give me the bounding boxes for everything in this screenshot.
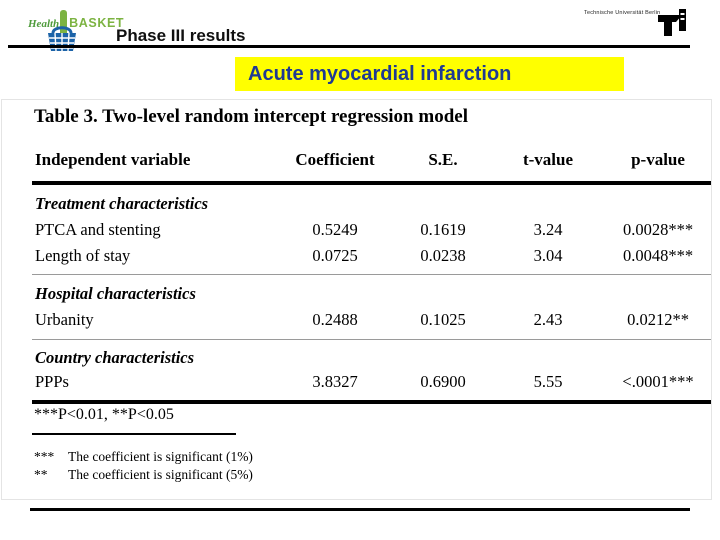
note-underline <box>32 433 236 435</box>
t-value: 3.04 <box>533 246 563 265</box>
page-title: Phase III results <box>116 26 246 45</box>
coefficient-value: 3.8327 <box>312 372 358 391</box>
table-row: Urbanity 0.2488 0.1025 2.43 0.0212** <box>2 310 720 330</box>
t-value: 2.43 <box>533 310 563 329</box>
se-value: 0.1619 <box>420 220 466 239</box>
row-label: PTCA and stenting <box>35 220 161 239</box>
section-title-country: Country characteristics <box>35 348 195 367</box>
tu-berlin-logo-icon <box>658 9 688 42</box>
table-row: Length of stay 0.0725 0.0238 3.04 0.0048… <box>2 246 720 266</box>
footnote-text: The coefficient is significant (1%) <box>68 449 253 464</box>
header-divider <box>8 45 690 48</box>
logo-stem-shape <box>60 10 68 34</box>
coefficient-value: 0.5249 <box>312 220 358 239</box>
logo-basket-text: BASKET <box>69 16 125 30</box>
section-title-hospital: Hospital characteristics <box>35 284 196 303</box>
column-header-t-value: t-value <box>522 150 574 169</box>
university-name: Technische Universität Berlin <box>584 10 661 16</box>
table-figure: Table 3. Two-level random intercept regr… <box>1 99 712 500</box>
basket-icon <box>45 25 81 57</box>
table-row: PTCA and stenting 0.5249 0.1619 3.24 0.0… <box>2 220 720 240</box>
footnote-text: The coefficient is significant (5%) <box>68 467 253 482</box>
p-value: 0.0048*** <box>622 246 694 265</box>
column-header-se: S.E. <box>428 150 458 169</box>
table-bottom-rule <box>32 400 711 404</box>
header-rule-thick <box>32 181 711 185</box>
section-divider <box>32 274 711 275</box>
footnote-line: *** The coefficient is significant (1%) <box>34 448 253 466</box>
t-value: 5.55 <box>533 372 563 391</box>
se-value: 0.0238 <box>420 246 466 265</box>
table-row: PPPs 3.8327 0.6900 5.55 <.0001*** <box>2 372 720 392</box>
section-title-treatment: Treatment characteristics <box>35 194 209 213</box>
table-caption: Table 3. Two-level random intercept regr… <box>34 106 468 127</box>
column-header-independent-variable: Independent variable <box>35 150 191 169</box>
row-label: Urbanity <box>35 310 94 329</box>
table-header-row: Independent variable Coefficient S.E. t-… <box>2 150 720 170</box>
logo-health-text: Health <box>28 18 60 30</box>
slide-subtitle: Acute myocardial infarction <box>248 63 512 85</box>
row-label: PPPs <box>35 372 69 391</box>
se-value: 0.1025 <box>420 310 466 329</box>
p-value: 0.0028*** <box>622 220 694 239</box>
column-header-coefficient: Coefficient <box>295 150 375 169</box>
row-label: Length of stay <box>35 246 131 265</box>
t-value: 3.24 <box>533 220 563 239</box>
footnote-marker: *** <box>34 449 55 464</box>
significance-note: ***P<0.01, **P<0.05 <box>34 406 174 423</box>
column-header-p-value: p-value <box>631 150 685 169</box>
footnotes: *** The coefficient is significant (1%) … <box>34 448 253 484</box>
footnote-line: ** The coefficient is significant (5%) <box>34 466 253 484</box>
slide-subtitle-banner: Acute myocardial infarction <box>235 57 624 91</box>
p-value: 0.0212** <box>627 310 689 329</box>
se-value: 0.6900 <box>420 372 466 391</box>
coefficient-value: 0.2488 <box>312 310 358 329</box>
p-value: <.0001*** <box>622 372 694 391</box>
footnote-marker: ** <box>34 467 48 482</box>
coefficient-value: 0.0725 <box>312 246 358 265</box>
section-divider <box>32 339 711 340</box>
slide-bottom-divider <box>30 508 690 511</box>
